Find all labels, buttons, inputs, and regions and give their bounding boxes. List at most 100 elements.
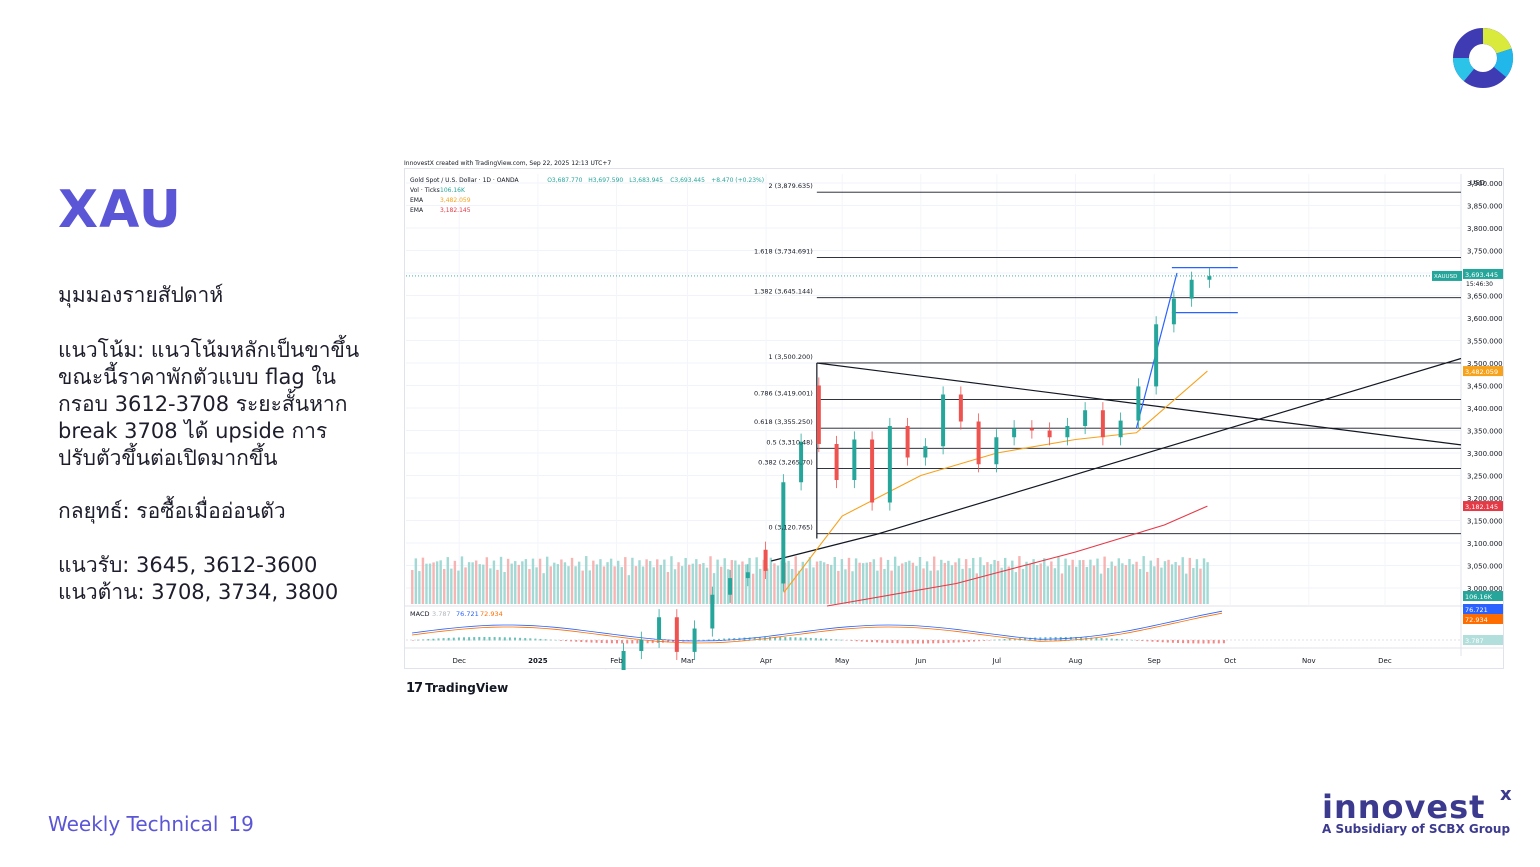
volume-bar [652,567,655,604]
brand-logo: innovest x A Subsidiary of SCBX Group [1322,784,1522,848]
volume-bar [723,558,726,604]
macd-histogram-bar [804,637,807,641]
macd-histogram-bar [1115,638,1118,641]
macd-histogram-bar [524,638,527,641]
last-price-badge: 3,693.445 [1465,271,1498,279]
volume-bar [556,564,560,604]
volume-bar [741,561,744,604]
macd-histogram-bar [1171,640,1174,643]
macd-histogram-bar [1212,640,1215,644]
macd-histogram-bar [544,639,547,641]
page-title: XAU [58,180,182,240]
volume-bar [1050,561,1053,604]
macd-histogram-bar [529,638,532,641]
volume-bar [1106,567,1110,604]
macd-histogram-bar [463,637,465,641]
macd-histogram-bar [840,639,843,641]
macd-histogram-bar [473,637,476,641]
volume-bar [1043,558,1046,604]
x-tick-label: Nov [1302,657,1316,665]
x-tick-label: Mar [681,657,694,665]
y-tick-label: 3,250.000 [1467,473,1503,481]
volume-bar [428,563,432,604]
y-tick-label: 3,150.000 [1467,518,1503,526]
y-tick-label: 3,850.000 [1467,203,1503,211]
macd-value: 76.721 [456,610,479,618]
volume-bar [1096,558,1099,604]
volume-bar [549,566,552,604]
candle-body [976,421,981,465]
volume-bar [1057,556,1060,604]
symbol-line-item: L3,683.945 [629,177,663,184]
symbol-line-item: C3,693.445 [670,177,705,184]
x-tick-label: Oct [1224,657,1236,665]
volume-bar [684,557,687,604]
volume-bar [1128,558,1131,604]
volume-bar [858,562,861,604]
macd-histogram-bar [1131,639,1134,641]
macd-badge-bg [1463,604,1503,614]
indicator-legend-value: 106.16K [440,187,466,194]
y-tick-label: 3,050.000 [1467,563,1503,571]
macd-histogram-bar [922,640,924,644]
x-tick-label: Apr [760,657,772,665]
macd-histogram-bar [967,640,970,642]
y-tick-label: 3,100.000 [1467,540,1503,548]
macd-histogram-bar [957,640,960,643]
symbol-line-item: O3,687.770 [547,177,582,184]
volume-bar [830,564,833,604]
view-heading: มุมมองรายสัปดาห์ [58,283,224,307]
volume-bar [1131,564,1135,604]
volume-bar [435,561,439,604]
macd-histogram-bar [952,640,955,643]
volume-bar [1021,568,1025,604]
macd-histogram-bar [1024,637,1026,641]
macd-histogram-bar [1182,640,1185,644]
candle-body [1171,298,1176,325]
macd-histogram-bar [621,640,624,644]
volume-bar [744,564,748,604]
macd-hist-badge-bg [1463,635,1503,645]
volume-bar [1160,567,1163,604]
candle-body [1100,410,1105,438]
macd-histogram-bar [412,640,414,641]
volume-bar [812,567,815,604]
volume-bar [648,561,652,604]
volume-bar [883,568,886,604]
volume-bar [1103,556,1106,604]
macd-histogram-bar [483,637,486,641]
candle-body [1012,428,1017,438]
brand-x: x [1500,784,1512,805]
macd-histogram-bar [983,640,986,641]
trend-paragraph: แนวโน้ม: แนวโน้มหลักเป็นขาขึ้น ขณะนี้ราค… [58,338,360,470]
macd-histogram-bar [779,637,782,641]
candle-body [745,572,750,579]
macd-histogram-bar [748,637,751,641]
volume-bar [581,570,584,604]
macd-histogram-bar [896,640,899,644]
volume-bar [641,566,645,604]
volume-bar [790,568,794,604]
volume-bar [631,557,634,604]
macd-histogram-bar [1166,640,1169,643]
macd-histogram-bar [1008,638,1011,641]
macd-histogram-bar [814,638,817,641]
candle-body [657,617,662,640]
volume-bar [467,562,471,604]
volume-bar [460,556,464,604]
macd-histogram-bar [1029,637,1032,641]
volume-bar [574,566,577,604]
volume-bar [418,571,421,604]
volume-bar [762,559,765,604]
macd-histogram-bar [1069,637,1072,641]
candle-body [958,394,963,422]
volume-bar [1195,559,1199,604]
volume-bar [837,570,840,604]
macd-histogram-bar [1161,640,1164,643]
y-tick-label: 3,750.000 [1467,248,1503,256]
macd-histogram-bar [468,637,471,641]
volume-bar [1149,560,1152,604]
volume-bar [482,564,485,604]
volume-bar [1039,563,1042,604]
macd-histogram-bar [1090,637,1093,641]
